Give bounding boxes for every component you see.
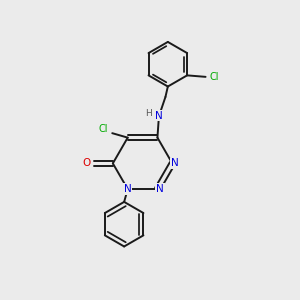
- Text: N: N: [171, 158, 178, 168]
- Text: Cl: Cl: [209, 72, 219, 82]
- Text: Cl: Cl: [99, 124, 108, 134]
- Text: N: N: [156, 184, 164, 194]
- Text: H: H: [145, 110, 152, 118]
- Text: N: N: [124, 184, 132, 194]
- Text: O: O: [83, 158, 91, 168]
- Text: N: N: [155, 111, 163, 121]
